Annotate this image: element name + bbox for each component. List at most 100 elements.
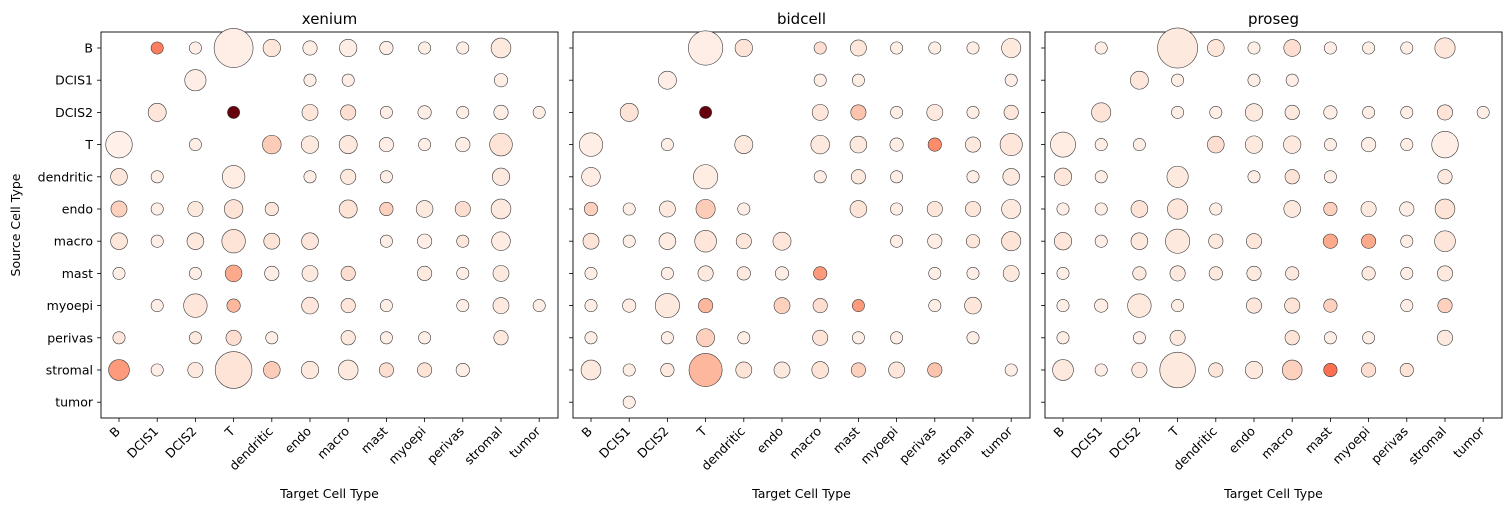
data-point xyxy=(1323,41,1337,55)
data-point xyxy=(188,331,202,345)
x-tick-label: DCIS1 xyxy=(124,424,161,461)
data-point xyxy=(490,198,512,220)
data-point xyxy=(658,70,677,90)
data-point xyxy=(1400,105,1414,119)
data-point xyxy=(150,41,164,55)
data-point xyxy=(1246,265,1262,281)
data-point xyxy=(1002,265,1020,282)
data-point xyxy=(379,299,393,313)
data-point xyxy=(1091,102,1112,123)
x-tick-label: endo xyxy=(753,424,786,457)
x-tick-label: tumor xyxy=(978,423,1016,461)
data-point xyxy=(1362,41,1376,55)
data-point xyxy=(735,233,752,250)
y-tick-label: stromal xyxy=(46,363,93,378)
panel-title: proseg xyxy=(1248,10,1299,28)
data-point xyxy=(622,234,636,248)
data-point xyxy=(889,137,904,152)
data-point xyxy=(456,266,470,280)
data-point xyxy=(1207,39,1225,57)
x-axis-label: Target Cell Type xyxy=(1223,486,1323,501)
data-point xyxy=(378,362,394,378)
data-point xyxy=(418,331,432,345)
data-point xyxy=(622,395,636,409)
data-point xyxy=(303,73,317,87)
data-point xyxy=(417,105,432,120)
data-point xyxy=(263,232,281,250)
x-tick-label: mast xyxy=(830,423,863,456)
plot-area-frame xyxy=(1044,31,1503,419)
x-tick-label: DCIS1 xyxy=(596,424,633,461)
data-point xyxy=(340,104,357,121)
data-point xyxy=(1285,73,1299,87)
data-point xyxy=(301,296,319,315)
data-point xyxy=(417,265,433,281)
x-tick-label: DCIS1 xyxy=(1068,424,1105,461)
data-point xyxy=(1159,351,1196,389)
data-point xyxy=(150,363,164,377)
data-point xyxy=(1001,231,1022,252)
data-point xyxy=(415,200,434,218)
data-point xyxy=(150,299,164,313)
plot-area-frame xyxy=(100,31,559,419)
data-point xyxy=(214,351,253,389)
data-point xyxy=(622,298,637,313)
data-point xyxy=(850,39,867,57)
data-point xyxy=(1247,170,1261,184)
data-point xyxy=(1208,233,1224,249)
data-point xyxy=(455,362,470,378)
x-tick-label: myoepi xyxy=(385,424,428,467)
data-point xyxy=(1094,170,1108,184)
y-tick-label: tumor xyxy=(55,395,94,410)
data-point xyxy=(928,266,942,280)
data-point xyxy=(418,138,432,152)
data-point xyxy=(379,105,393,119)
data-point xyxy=(1208,362,1224,378)
x-tick-label: B xyxy=(1050,424,1067,441)
data-point xyxy=(1437,298,1453,314)
data-point xyxy=(186,232,205,250)
x-tick-label: endo xyxy=(1225,424,1258,457)
data-point xyxy=(965,201,981,217)
data-point xyxy=(225,329,242,346)
data-point xyxy=(1323,331,1337,345)
data-point xyxy=(737,331,751,345)
data-point xyxy=(1244,360,1264,380)
data-point xyxy=(660,138,674,152)
data-point xyxy=(1171,299,1185,313)
data-point xyxy=(1244,135,1264,154)
data-point xyxy=(1284,297,1301,314)
data-point xyxy=(928,299,942,313)
data-point xyxy=(584,266,598,280)
data-point xyxy=(264,201,279,217)
data-point xyxy=(150,202,164,216)
data-point xyxy=(302,40,318,56)
data-point xyxy=(264,265,280,281)
x-tick-label: macro xyxy=(314,424,352,462)
data-point xyxy=(263,361,281,379)
x-tick-label: tumor xyxy=(1450,423,1488,461)
data-point xyxy=(1050,131,1076,158)
data-point xyxy=(928,41,942,55)
data-point xyxy=(734,38,753,58)
data-point xyxy=(927,137,942,152)
data-point xyxy=(417,233,433,249)
data-point xyxy=(1165,228,1191,254)
data-point xyxy=(1323,201,1338,217)
x-tick-label: myoepi xyxy=(857,424,900,467)
data-point xyxy=(965,234,981,249)
data-point xyxy=(1362,331,1376,345)
data-point xyxy=(301,232,319,250)
data-point xyxy=(890,331,904,345)
data-point xyxy=(224,264,243,283)
data-point xyxy=(221,165,246,189)
data-point xyxy=(110,200,128,218)
data-point xyxy=(1283,135,1302,154)
data-point xyxy=(890,41,904,55)
data-point xyxy=(658,232,677,250)
data-point xyxy=(379,40,394,56)
y-tick-label: endo xyxy=(62,202,93,217)
data-point xyxy=(1053,167,1073,186)
x-tick-label: T xyxy=(693,423,710,440)
data-point xyxy=(1284,330,1300,346)
